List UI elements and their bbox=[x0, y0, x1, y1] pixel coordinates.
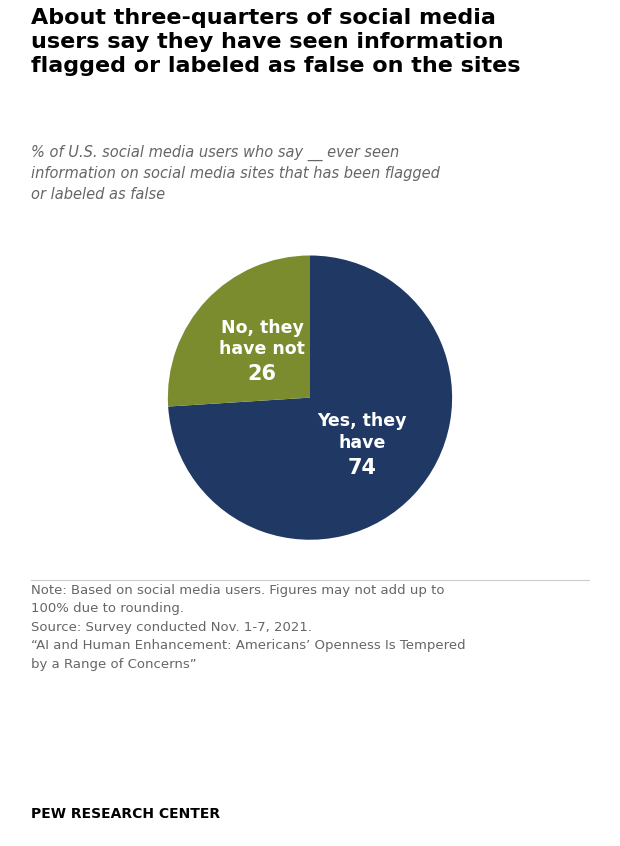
Text: Note: Based on social media users. Figures may not add up to
100% due to roundin: Note: Based on social media users. Figur… bbox=[31, 584, 466, 671]
Text: PEW RESEARCH CENTER: PEW RESEARCH CENTER bbox=[31, 807, 220, 821]
Wedge shape bbox=[168, 255, 310, 407]
Text: % of U.S. social media users who say __ ever seen
information on social media si: % of U.S. social media users who say __ … bbox=[31, 145, 440, 202]
Text: No, they
have not: No, they have not bbox=[219, 319, 305, 359]
Text: Yes, they
have: Yes, they have bbox=[317, 412, 407, 452]
Text: 74: 74 bbox=[347, 458, 376, 478]
Text: 26: 26 bbox=[248, 364, 277, 384]
Text: About three-quarters of social media
users say they have seen information
flagge: About three-quarters of social media use… bbox=[31, 8, 521, 76]
Wedge shape bbox=[168, 255, 452, 540]
